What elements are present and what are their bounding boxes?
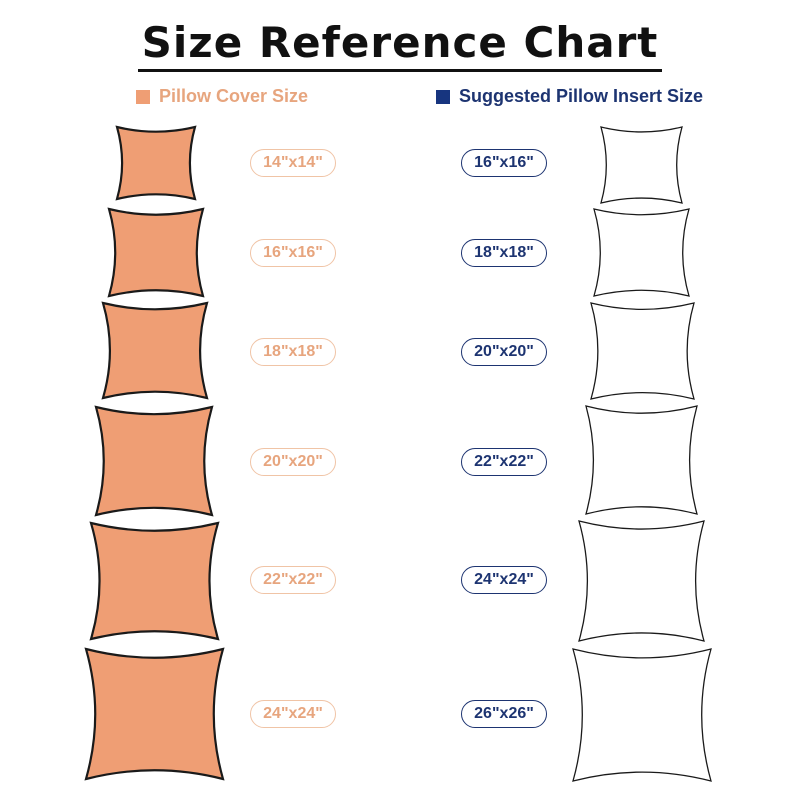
pillow-cover-4 <box>94 405 214 517</box>
pillow-insert-1 <box>600 126 683 204</box>
pillow-insert-5 <box>578 520 705 642</box>
pillow-cover-1-shape <box>115 125 197 201</box>
legend-cover: Pillow Cover Size <box>136 86 308 107</box>
legend-insert: Suggested Pillow Insert Size <box>436 86 703 107</box>
pillow-insert-4-shape <box>585 405 698 515</box>
pillow-cover-5-shape <box>89 521 220 641</box>
pillow-insert-2-shape <box>593 208 690 297</box>
legend-cover-label: Pillow Cover Size <box>159 86 309 106</box>
pillow-insert-4 <box>585 405 698 515</box>
cover-size-label: 14"x14" <box>250 149 336 177</box>
pillow-cover-5 <box>89 521 220 641</box>
pillow-cover-3 <box>101 301 209 400</box>
pillow-cover-6-shape <box>84 647 225 781</box>
pillow-insert-6-shape <box>572 648 712 782</box>
pillow-cover-2-shape <box>107 207 205 298</box>
pillow-cover-1 <box>115 125 197 201</box>
insert-swatch-icon <box>436 89 450 104</box>
chart-title: Size Reference Chart <box>0 18 800 72</box>
pillow-cover-3-shape <box>101 301 209 400</box>
insert-size-label: 16"x16" <box>461 149 547 177</box>
cover-size-label: 16"x16" <box>250 239 336 267</box>
chart-title-text: Size Reference Chart <box>137 18 663 72</box>
pillow-insert-2 <box>593 208 690 297</box>
pillow-cover-4-shape <box>94 405 214 517</box>
cover-size-label: 18"x18" <box>250 338 336 366</box>
pillow-insert-6 <box>572 648 712 782</box>
pillow-cover-6 <box>84 647 225 781</box>
pillow-insert-1-shape <box>600 126 683 204</box>
pillow-insert-3-shape <box>590 302 695 400</box>
insert-size-label: 18"x18" <box>461 239 547 267</box>
insert-size-label: 24"x24" <box>461 566 547 594</box>
cover-size-label: 24"x24" <box>250 700 336 728</box>
insert-size-label: 26"x26" <box>461 700 547 728</box>
pillow-insert-3 <box>590 302 695 400</box>
insert-size-label: 22"x22" <box>461 448 547 476</box>
legend-insert-label: Suggested Pillow Insert Size <box>459 86 704 106</box>
insert-size-label: 20"x20" <box>461 338 547 366</box>
pillow-cover-2 <box>107 207 205 298</box>
cover-size-label: 20"x20" <box>250 448 336 476</box>
cover-size-label: 22"x22" <box>250 566 336 594</box>
pillow-insert-5-shape <box>578 520 705 642</box>
cover-swatch-icon <box>136 89 150 104</box>
